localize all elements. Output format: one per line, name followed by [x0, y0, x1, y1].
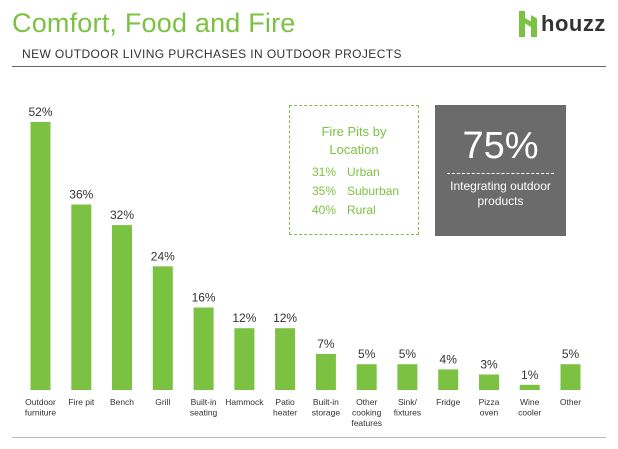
- bar: [479, 374, 499, 390]
- bar: [112, 225, 132, 390]
- category-label: Built-in storage: [312, 397, 341, 418]
- page-title: Comfort, Food and Fire: [12, 8, 296, 38]
- inset-row-label: Rural: [347, 203, 376, 217]
- bar: [438, 369, 459, 390]
- bar: [397, 364, 418, 390]
- houzz-logo: houzz: [519, 11, 609, 39]
- stat-label-line-1: Integrating outdoor: [450, 179, 551, 193]
- bar-value-label: 1%: [521, 368, 539, 382]
- bar: [30, 122, 51, 390]
- inset-row-label: Suburban: [347, 184, 400, 198]
- category-label: Bench: [110, 397, 134, 407]
- bar-value-label: 16%: [192, 291, 216, 305]
- inset-row-pct: 35%: [312, 184, 337, 198]
- bar-value-label: 32%: [110, 208, 134, 222]
- bar-value-label: 5%: [562, 347, 580, 361]
- bar-value-label: 7%: [317, 337, 335, 351]
- category-label: Other cooking features: [351, 397, 382, 428]
- bar-value-label: 4%: [440, 352, 458, 366]
- chart-subtitle: NEW OUTDOOR LIVING PURCHASES IN OUTDOOR …: [22, 47, 402, 61]
- inset-title: Fire Pits by Location: [290, 123, 418, 159]
- header-divider: [12, 66, 606, 67]
- category-label: Outdoor furniture: [25, 397, 56, 418]
- category-label: Patio heater: [273, 397, 297, 418]
- inset-title-line-1: Fire Pits by: [321, 124, 387, 139]
- category-label: Other: [560, 397, 581, 407]
- bar-value-label: 5%: [399, 347, 417, 361]
- category-label: Pizza oven: [479, 397, 500, 418]
- category-label: Fire pit: [68, 397, 95, 407]
- bar: [275, 328, 296, 390]
- bar-value-label: 3%: [480, 358, 498, 372]
- stat-box: 75% Integrating outdoor products: [435, 105, 566, 236]
- bar-value-label: 52%: [28, 105, 52, 119]
- inset-row-pct: 40%: [312, 203, 337, 217]
- bar-value-label: 24%: [151, 249, 175, 263]
- chart-baseline: [12, 437, 606, 438]
- bar-value-label: 5%: [358, 347, 376, 361]
- category-label: Built-in seating: [190, 397, 218, 418]
- category-label: Grill: [155, 397, 170, 407]
- bar: [234, 328, 255, 390]
- category-label: Hammock: [225, 397, 264, 407]
- stat-label-line-2: products: [477, 194, 524, 208]
- bar: [315, 353, 336, 390]
- category-label: Sink/fixtures: [394, 397, 421, 418]
- bar: [560, 364, 581, 390]
- bar-value-label: 12%: [232, 311, 256, 325]
- houzz-logo-icon: [519, 11, 537, 37]
- bar-value-label: 12%: [273, 311, 297, 325]
- stat-value: 75%: [462, 125, 539, 167]
- bar: [356, 364, 377, 390]
- bar: [193, 307, 214, 390]
- bar: [71, 204, 92, 390]
- inset-row-label: Urban: [347, 165, 380, 179]
- stat-label: Integrating outdoor products: [435, 179, 566, 209]
- category-label: Wine cooler: [518, 397, 541, 418]
- bar: [152, 266, 173, 390]
- logo-text: houzz: [541, 11, 606, 36]
- bar: [519, 384, 540, 390]
- category-label: Fridge: [436, 397, 460, 407]
- bar-value-label: 36%: [69, 188, 93, 202]
- fire-pits-inset: Fire Pits by Location 31% Urban 35% Subu…: [289, 105, 419, 235]
- inset-row-pct: 31%: [312, 165, 337, 179]
- stat-divider: [447, 173, 554, 174]
- inset-title-line-2: Location: [329, 142, 379, 157]
